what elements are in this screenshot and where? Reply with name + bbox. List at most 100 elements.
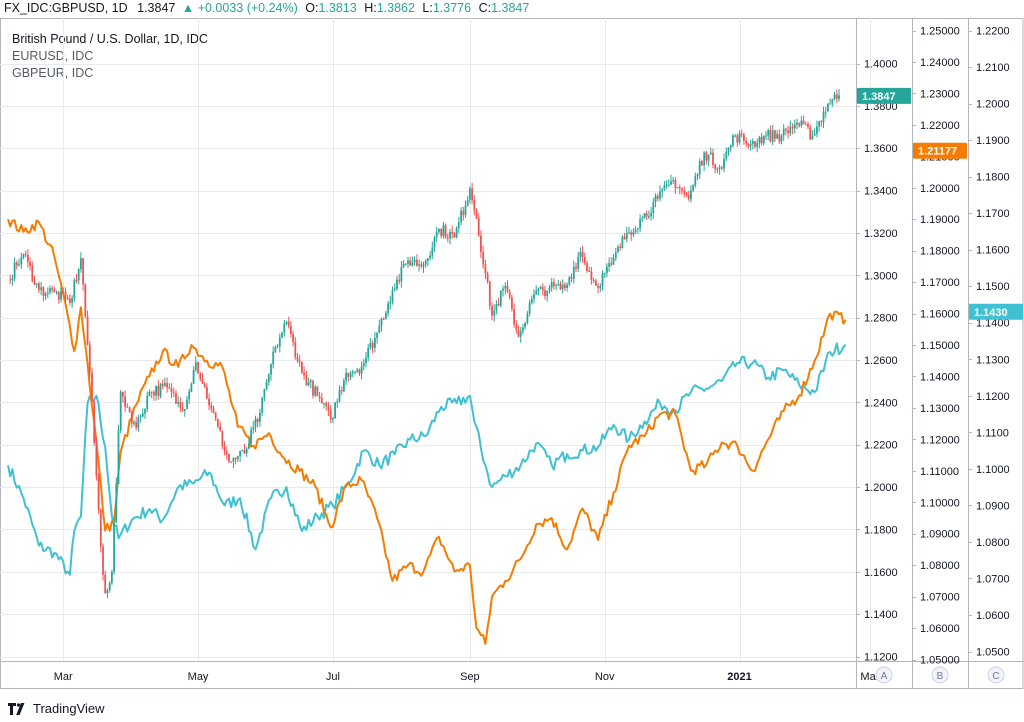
candle[interactable]: [241, 449, 244, 452]
candle[interactable]: [564, 282, 566, 291]
candle[interactable]: [314, 384, 317, 398]
candle[interactable]: [506, 280, 509, 293]
candle[interactable]: [325, 401, 328, 411]
candle[interactable]: [603, 272, 606, 278]
candle[interactable]: [588, 266, 591, 272]
axis-letter-badge[interactable]: [875, 666, 893, 684]
candle[interactable]: [376, 332, 378, 344]
candle[interactable]: [528, 299, 531, 317]
candle[interactable]: [97, 472, 100, 514]
candle[interactable]: [144, 408, 146, 419]
candle[interactable]: [659, 185, 661, 202]
candle[interactable]: [106, 588, 109, 599]
candle[interactable]: [519, 327, 522, 343]
candle[interactable]: [31, 261, 34, 283]
candle[interactable]: [422, 261, 425, 273]
candle[interactable]: [111, 569, 113, 585]
candle[interactable]: [457, 216, 460, 234]
candle[interactable]: [292, 330, 294, 347]
candle[interactable]: [451, 225, 454, 239]
candle[interactable]: [22, 253, 25, 260]
candle[interactable]: [698, 158, 701, 179]
candle[interactable]: [24, 250, 27, 257]
candle[interactable]: [681, 187, 683, 195]
candle[interactable]: [307, 377, 310, 387]
candle[interactable]: [69, 293, 71, 306]
candle[interactable]: [102, 543, 104, 581]
candle[interactable]: [35, 282, 38, 288]
candle[interactable]: [270, 363, 272, 381]
candle[interactable]: [42, 286, 45, 302]
candle[interactable]: [774, 129, 776, 143]
candle[interactable]: [148, 389, 151, 397]
candle[interactable]: [9, 274, 12, 285]
candle[interactable]: [796, 118, 798, 130]
candle[interactable]: [119, 389, 122, 434]
candle[interactable]: [617, 244, 619, 253]
candle[interactable]: [29, 257, 31, 271]
candle[interactable]: [221, 430, 224, 450]
candle[interactable]: [504, 282, 507, 295]
candle[interactable]: [648, 210, 650, 219]
candle[interactable]: [619, 243, 622, 251]
candle[interactable]: [303, 366, 305, 380]
candle[interactable]: [128, 406, 131, 413]
candle[interactable]: [641, 215, 644, 223]
candle[interactable]: [493, 304, 496, 322]
candle[interactable]: [296, 352, 299, 363]
candle[interactable]: [747, 142, 750, 149]
candle[interactable]: [827, 103, 829, 112]
candle[interactable]: [570, 273, 573, 283]
candle[interactable]: [787, 125, 789, 139]
candle[interactable]: [771, 125, 774, 146]
candle[interactable]: [575, 262, 577, 272]
candle[interactable]: [95, 437, 98, 481]
candle[interactable]: [621, 234, 624, 249]
candle[interactable]: [396, 275, 398, 291]
candle[interactable]: [416, 254, 418, 267]
candle[interactable]: [716, 167, 719, 174]
candle[interactable]: [427, 258, 429, 267]
candle[interactable]: [544, 285, 546, 300]
candle[interactable]: [225, 446, 228, 460]
price-axis-a[interactable]: 1.40001.38001.36001.34001.32001.30001.28…: [856, 59, 898, 664]
candle[interactable]: [27, 249, 29, 268]
candle[interactable]: [453, 232, 456, 238]
candle[interactable]: [261, 396, 264, 417]
candle[interactable]: [749, 139, 752, 151]
candle[interactable]: [265, 379, 268, 391]
candle[interactable]: [634, 226, 637, 235]
candle[interactable]: [497, 298, 500, 307]
candle[interactable]: [44, 291, 47, 300]
candle[interactable]: [732, 133, 734, 148]
candle[interactable]: [729, 144, 732, 152]
candle[interactable]: [358, 368, 361, 377]
candle[interactable]: [652, 197, 655, 219]
candle[interactable]: [82, 257, 84, 291]
candle[interactable]: [281, 331, 283, 339]
candle[interactable]: [535, 285, 538, 296]
candle[interactable]: [690, 185, 692, 203]
candle[interactable]: [424, 258, 427, 268]
candle[interactable]: [802, 115, 805, 125]
candle[interactable]: [46, 287, 49, 299]
candle[interactable]: [601, 270, 604, 291]
candle[interactable]: [455, 226, 458, 239]
candle[interactable]: [502, 285, 504, 297]
candle[interactable]: [630, 229, 633, 241]
candle[interactable]: [404, 263, 407, 266]
candle[interactable]: [356, 367, 359, 373]
candle[interactable]: [462, 206, 465, 221]
candle[interactable]: [389, 295, 392, 310]
candle[interactable]: [188, 388, 191, 404]
candle[interactable]: [150, 391, 153, 398]
candle[interactable]: [186, 396, 188, 410]
candle[interactable]: [811, 130, 814, 140]
symbol-name[interactable]: FX_IDC:GBPUSD, 1D: [4, 1, 128, 15]
candle[interactable]: [559, 281, 562, 290]
candle[interactable]: [164, 377, 166, 388]
candle[interactable]: [738, 130, 741, 145]
candle[interactable]: [714, 163, 717, 174]
candle[interactable]: [93, 399, 96, 446]
